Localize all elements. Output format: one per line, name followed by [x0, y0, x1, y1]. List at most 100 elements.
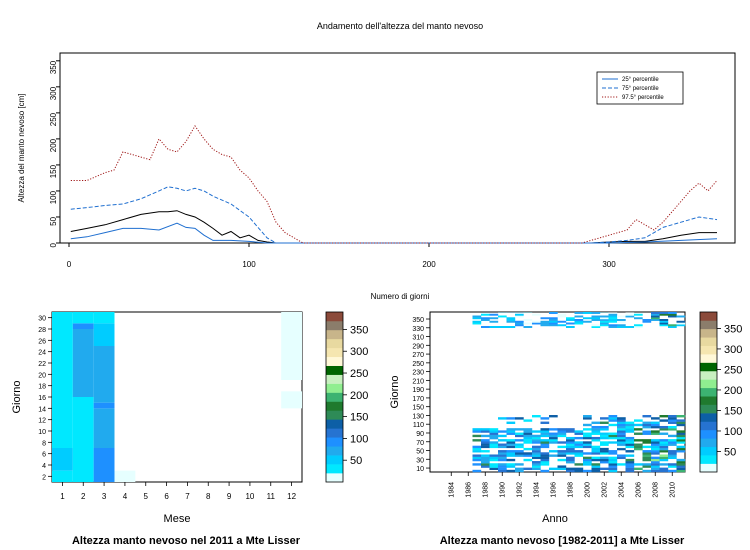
heatmap-cell [608, 436, 618, 440]
heatmap-cell [642, 415, 652, 418]
heatmap-cell [557, 320, 567, 323]
heatmap-cell [651, 423, 660, 427]
heatmap-cell [481, 439, 490, 442]
heatmap-cell [668, 428, 677, 431]
heatmap-cell [642, 445, 652, 449]
heatmap-cell [634, 443, 643, 446]
heatmap-cell [498, 456, 507, 460]
heatmap-cell [481, 430, 490, 433]
y-tick-label: 30 [416, 457, 424, 464]
x-tick-label: 2008 [652, 482, 659, 498]
y-tick-label: 110 [413, 422, 424, 429]
heatmap-cell [651, 317, 660, 320]
heatmap-1982-2011-y-label: Giorno [389, 375, 401, 408]
heatmap-cell [574, 432, 584, 435]
line-chart-title: Andamento dell'altezza del manto nevoso [317, 21, 483, 31]
heatmap-cell [574, 452, 584, 455]
heatmap-cell [498, 430, 507, 433]
heatmap-cell [659, 450, 669, 453]
heatmap-cell [532, 441, 541, 444]
heatmap-cell [506, 428, 516, 431]
y-tick-label: 0 [49, 242, 58, 247]
heatmap-cell [583, 461, 592, 464]
colorbar-swatch [700, 337, 717, 346]
heatmap-cell [515, 439, 524, 442]
heatmap-cell [472, 447, 482, 451]
heatmap-cell [651, 441, 660, 444]
heatmap-cell [549, 317, 558, 320]
heatmap-1982-2011-cells [472, 312, 686, 473]
y-tick-label: 210 [412, 378, 424, 385]
heatmap-cell [625, 463, 635, 466]
colorbar-swatch [326, 347, 343, 358]
heatmap-cell [498, 452, 507, 455]
x-tick-label: 4 [123, 492, 128, 501]
heatmap-cell [566, 467, 575, 471]
heatmap-cell [608, 458, 618, 462]
heatmap-cell [608, 417, 618, 420]
heatmap-cell [659, 425, 669, 429]
heatmap-cell [634, 317, 643, 320]
colorbar-swatch [326, 365, 343, 375]
heatmap-cell [676, 415, 686, 418]
heatmap-cell [668, 434, 677, 438]
heatmap-cell [498, 326, 507, 328]
heatmap-cell [515, 445, 524, 449]
heatmap-cell [566, 456, 575, 460]
heatmap-cell [506, 463, 516, 466]
heatmap-cell [557, 324, 567, 327]
heatmap-cell [625, 439, 635, 442]
heatmap-cell [481, 326, 490, 328]
heatmap-cell [574, 319, 584, 321]
heatmap-cell [281, 391, 302, 409]
heatmap-cell [506, 317, 516, 320]
heatmap-cell [583, 432, 592, 435]
heatmap-cell [549, 436, 558, 440]
heatmap-cell [651, 465, 660, 468]
colorbar-swatch [700, 370, 717, 380]
legend-label-p975: 97.5° percentile [622, 95, 664, 101]
heatmap-cell [532, 450, 541, 453]
x-tick-label: 2010 [669, 482, 676, 498]
x-tick-label: 11 [267, 492, 276, 501]
heatmap-cell [583, 452, 592, 455]
heatmap-cell [676, 441, 686, 444]
x-tick-label: 3 [102, 492, 107, 501]
heatmap-cell [515, 313, 524, 316]
heatmap-cell [583, 436, 592, 440]
heatmap-cell [549, 432, 558, 435]
heatmap-cell [617, 417, 626, 420]
x-tick-label: 5 [144, 492, 149, 501]
heatmap-cell [506, 441, 516, 444]
heatmap-cell [515, 428, 524, 431]
heatmap-cell [583, 458, 592, 462]
heatmap-cell [608, 434, 618, 438]
heatmap-cell [489, 320, 499, 323]
heatmap-cell [651, 439, 660, 442]
colorbar-frame [699, 311, 718, 473]
y-tick-label: 22 [38, 361, 46, 368]
heatmap-cell [566, 439, 575, 442]
heatmap-cell [523, 419, 533, 422]
heatmap-cell [489, 434, 499, 438]
heatmap-cell [566, 317, 575, 320]
heatmap-cell [523, 452, 533, 455]
x-tick-label: 1 [60, 492, 65, 501]
y-tick-label: 150 [49, 164, 58, 178]
heatmap-cell [489, 326, 499, 328]
y-tick-label: 130 [412, 413, 424, 420]
heatmap-cell [549, 441, 558, 444]
heatmap-cell [574, 445, 584, 449]
heatmap-cell [591, 315, 601, 318]
heatmap-cell [659, 415, 669, 418]
x-tick-label: 2004 [618, 482, 625, 498]
heatmap-cell [608, 463, 618, 466]
heatmap-cell [583, 443, 592, 446]
heatmap-cell [642, 423, 652, 427]
heatmap-cell [583, 445, 592, 449]
heatmap-cell [532, 322, 541, 325]
heatmap-cell [600, 450, 609, 453]
heatmap-cell [591, 439, 601, 442]
heatmap-cell [515, 469, 524, 473]
